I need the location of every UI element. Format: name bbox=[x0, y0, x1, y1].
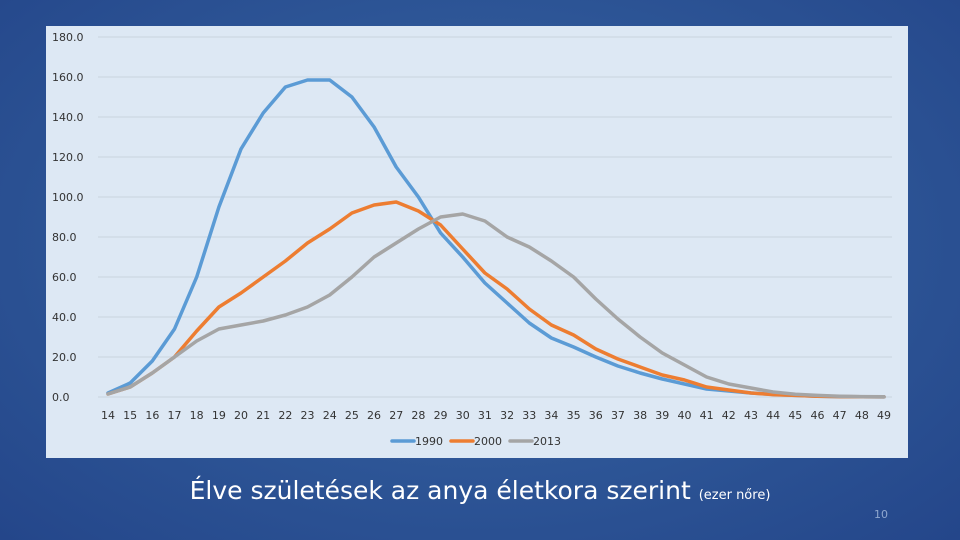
y-tick-label: 0.0 bbox=[52, 391, 70, 404]
x-tick-label: 20 bbox=[234, 409, 248, 422]
slide-title: Élve születések az anya életkora szerint… bbox=[0, 476, 960, 505]
x-tick-label: 18 bbox=[190, 409, 204, 422]
x-tick-label: 17 bbox=[168, 409, 182, 422]
y-axis-tick-labels: 0.0 20.0 40.0 60.0 80.0 100.0 120.0 140.0 160.0 1… bbox=[52, 31, 84, 404]
legend-label-1990: 1990 bbox=[415, 435, 443, 448]
y-tick-label: 40.0 bbox=[52, 311, 77, 324]
x-tick-label: 38 bbox=[633, 409, 647, 422]
x-tick-label: 19 bbox=[212, 409, 226, 422]
x-tick-label: 21 bbox=[256, 409, 270, 422]
x-tick-label: 24 bbox=[323, 409, 337, 422]
gridlines bbox=[98, 36, 892, 398]
y-tick-label: 60.0 bbox=[52, 271, 77, 284]
x-tick-label: 23 bbox=[301, 409, 315, 422]
slide-title-unit: (ezer nőre) bbox=[698, 488, 771, 503]
x-tick-label: 34 bbox=[544, 409, 558, 422]
x-tick-label: 48 bbox=[855, 409, 869, 422]
y-tick-label: 120.0 bbox=[52, 151, 84, 164]
x-tick-label: 46 bbox=[810, 409, 824, 422]
line-chart: 0.0 20.0 40.0 60.0 80.0 100.0 120.0 140.0 160.0 1… bbox=[52, 31, 892, 448]
chart-legend: 1990 2000 2013 bbox=[390, 435, 561, 448]
x-axis-tick-labels: 14 15 16 17 18 19 20 21 22 23 24 25 26 27 28 29 30 31 32 33… bbox=[101, 409, 891, 422]
legend-label-2000: 2000 bbox=[474, 435, 502, 448]
x-tick-label: 28 bbox=[411, 409, 425, 422]
series-line-2013 bbox=[106, 212, 886, 399]
x-tick-label: 44 bbox=[766, 409, 780, 422]
series-line-1990 bbox=[106, 78, 886, 399]
x-tick-label: 43 bbox=[744, 409, 758, 422]
x-tick-label: 40 bbox=[677, 409, 691, 422]
x-tick-label: 32 bbox=[500, 409, 514, 422]
legend-label-2013: 2013 bbox=[533, 435, 561, 448]
x-tick-label: 37 bbox=[611, 409, 625, 422]
chart-panel: 0.0 20.0 40.0 60.0 80.0 100.0 120.0 140.0 160.0 1… bbox=[46, 26, 908, 458]
y-tick-label: 160.0 bbox=[52, 71, 84, 84]
x-tick-label: 35 bbox=[567, 409, 581, 422]
x-tick-label: 16 bbox=[145, 409, 159, 422]
y-tick-label: 180.0 bbox=[52, 31, 84, 44]
series-line-2000 bbox=[106, 200, 886, 399]
y-tick-label: 80.0 bbox=[52, 231, 77, 244]
x-tick-label: 25 bbox=[345, 409, 359, 422]
x-tick-label: 45 bbox=[788, 409, 802, 422]
x-tick-label: 30 bbox=[456, 409, 470, 422]
x-tick-label: 22 bbox=[278, 409, 292, 422]
series-lines bbox=[106, 78, 886, 399]
x-tick-label: 15 bbox=[123, 409, 137, 422]
slide-title-main: Élve születések az anya életkora szerint bbox=[189, 476, 691, 505]
y-tick-label: 100.0 bbox=[52, 191, 84, 204]
x-tick-label: 29 bbox=[434, 409, 448, 422]
y-tick-label: 140.0 bbox=[52, 111, 84, 124]
page-number: 10 bbox=[874, 508, 888, 521]
x-tick-label: 39 bbox=[655, 409, 669, 422]
x-tick-label: 33 bbox=[522, 409, 536, 422]
y-tick-label: 20.0 bbox=[52, 351, 77, 364]
x-tick-label: 31 bbox=[478, 409, 492, 422]
x-tick-label: 42 bbox=[722, 409, 736, 422]
x-tick-label: 14 bbox=[101, 409, 115, 422]
x-tick-label: 36 bbox=[589, 409, 603, 422]
x-tick-label: 47 bbox=[833, 409, 847, 422]
x-tick-label: 27 bbox=[389, 409, 403, 422]
x-tick-label: 49 bbox=[877, 409, 891, 422]
x-tick-label: 26 bbox=[367, 409, 381, 422]
x-tick-label: 41 bbox=[700, 409, 714, 422]
